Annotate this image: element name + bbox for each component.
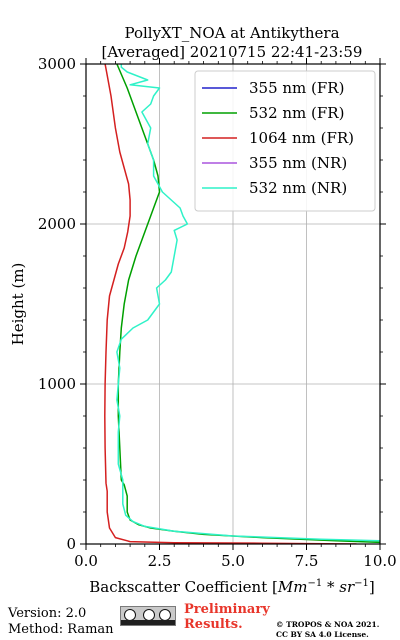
legend-entry: 355 nm (NR) [249,154,347,172]
x-tick-label: 7.5 [295,552,319,570]
preliminary-note: Preliminary Results. [184,602,270,632]
series-line-532-nm-nr- [116,64,380,542]
x-axis-label: Backscatter Coefficient [Mm−1 * sr−1] [89,578,374,596]
footer-info: Version: 2.0 Method: Raman [8,606,114,638]
x-tick-label: 5.0 [221,552,245,570]
chart-title: PollyXT_NOA at Antikythera [124,24,339,42]
chart-subtitle: [Averaged] 20210715 22:41-23:59 [102,43,363,61]
x-tick-label: 0.0 [74,552,98,570]
method-text: Method: Raman [8,622,114,637]
legend: 355 nm (FR) 532 nm (FR) 1064 nm (FR) 355 nm… [194,70,376,212]
cc-license-icon [120,606,176,626]
legend-box [194,70,376,212]
series-line-1064-nm-fr- [104,64,357,544]
series-group [104,64,380,544]
x-tick-label: 2.5 [148,552,172,570]
legend-entry: 1064 nm (FR) [249,129,354,147]
y-tick-label: 2000 [38,215,76,233]
legend-entry: 532 nm (FR) [249,104,344,122]
legend-entry: 355 nm (FR) [249,79,344,97]
y-tick-label: 1000 [38,375,76,393]
x-tick-label: 10.0 [363,552,396,570]
legend-entry: 532 nm (NR) [249,179,347,197]
y-axis-label: Height (m) [9,263,27,346]
version-text: Version: 2.0 [8,606,87,621]
y-tick-label: 0 [66,535,76,553]
copyright-note: © TROPOS & NOA 2021. CC BY SA 4.0 Licens… [276,620,380,639]
y-tick-label: 3000 [38,55,76,73]
axis-ticks: 0.0 2.5 5.0 7.5 10.0 0 1000 2000 3000 [38,55,397,570]
